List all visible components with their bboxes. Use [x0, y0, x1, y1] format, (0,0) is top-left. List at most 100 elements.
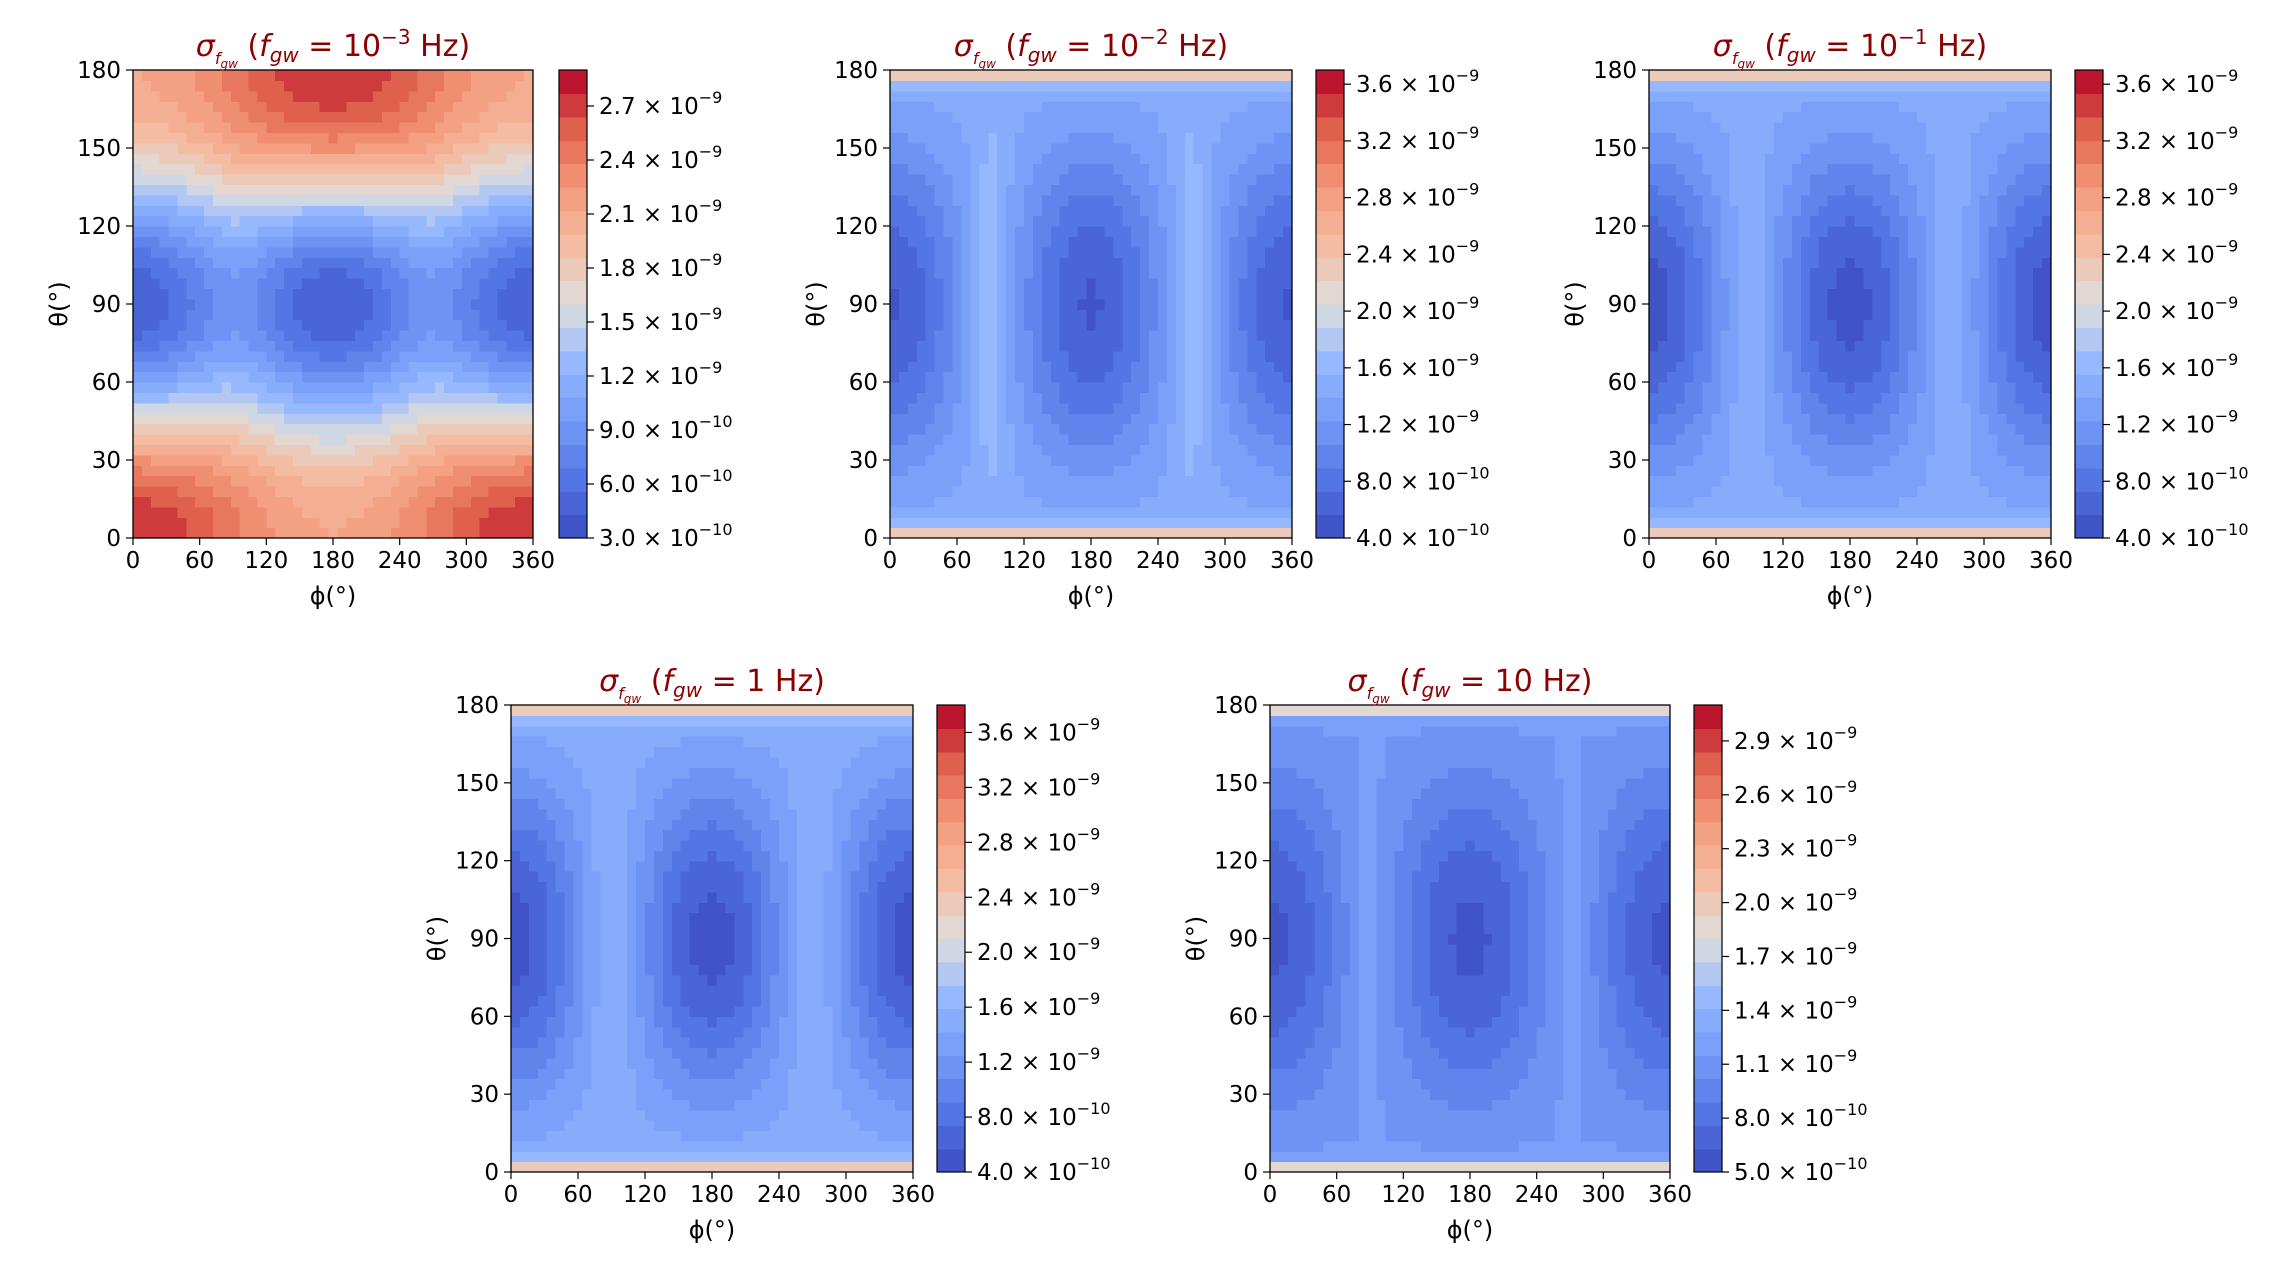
heatmap-cell: [195, 90, 205, 102]
heatmap-cell: [1068, 423, 1079, 435]
heatmap-cell: [970, 361, 980, 373]
heatmap-cell: [907, 350, 918, 362]
heatmap-cell: [1032, 506, 1043, 518]
heatmap-cell: [1095, 111, 1105, 123]
heatmap-cell: [1693, 496, 1704, 508]
heatmap-cell: [1666, 246, 1677, 258]
heatmap-cell: [988, 413, 998, 425]
heatmap-cell: [997, 371, 1007, 383]
heatmap-cell: [1202, 80, 1213, 92]
heatmap-cell: [1702, 194, 1713, 206]
heatmap-cell: [1059, 90, 1070, 102]
heatmap-cell: [328, 278, 339, 289]
heatmap-cell: [1149, 101, 1159, 113]
heatmap-cell: [979, 132, 989, 144]
heatmap-cell: [461, 392, 472, 404]
colorbar-level: [559, 327, 587, 352]
heatmap-cell: [1032, 267, 1043, 279]
heatmap-cell: [1032, 527, 1043, 539]
heatmap-cell: [1041, 434, 1052, 445]
heatmap-cell: [1175, 434, 1186, 445]
heatmap-cell: [168, 205, 179, 217]
heatmap-cell: [1086, 309, 1097, 321]
heatmap-cell: [1774, 309, 1784, 321]
heatmap-cell: [390, 434, 401, 445]
heatmap-cell: [1193, 402, 1204, 414]
heatmap-cell: [1041, 517, 1052, 529]
colorbar-tick-label: 9.0 × 10−10: [599, 412, 733, 444]
heatmap-cell: [319, 392, 330, 404]
heatmap-cell: [943, 402, 954, 414]
heatmap-cell: [177, 371, 187, 383]
heatmap-cell: [1158, 413, 1168, 425]
heatmap-cell: [1693, 101, 1704, 113]
heatmap-cell: [310, 350, 321, 362]
heatmap-cell: [1738, 475, 1748, 487]
heatmap-cell: [1032, 454, 1043, 466]
colorbar-level: [559, 116, 587, 141]
heatmap-cell: [230, 330, 241, 341]
heatmap-cell: [1149, 194, 1159, 206]
heatmap-cell: [952, 70, 963, 81]
heatmap-cell: [1166, 434, 1177, 445]
heatmap-cell: [293, 163, 303, 175]
heatmap-cell: [444, 309, 454, 321]
heatmap-cell: [1693, 246, 1704, 258]
heatmap-cell: [1711, 330, 1722, 341]
heatmap-cell: [319, 475, 330, 487]
heatmap-cell: [479, 361, 490, 373]
heatmap-cell: [399, 330, 410, 341]
heatmap-cell: [461, 194, 472, 206]
heatmap-cell: [1747, 80, 1757, 92]
heatmap-cell: [284, 434, 294, 445]
heatmap-cell: [141, 267, 152, 279]
heatmap-cell: [497, 278, 507, 289]
heatmap-cell: [1032, 465, 1043, 477]
heatmap-cell: [979, 246, 989, 258]
heatmap-cell: [1211, 236, 1222, 248]
heatmap-cell: [444, 454, 454, 466]
heatmap-cell: [230, 392, 241, 404]
heatmap-cell: [141, 371, 152, 383]
heatmap-cell: [515, 142, 525, 154]
heatmap-cell: [248, 80, 259, 92]
heatmap-cell: [1140, 142, 1150, 154]
heatmap-cell: [346, 70, 356, 81]
heatmap-cell: [364, 184, 374, 196]
heatmap-cell: [1184, 392, 1195, 404]
heatmap-cell: [195, 101, 205, 113]
heatmap-cell: [1720, 309, 1730, 321]
heatmap-cell: [168, 434, 179, 445]
heatmap-cell: [1166, 111, 1177, 123]
heatmap-cell: [988, 174, 998, 185]
heatmap-cell: [417, 402, 427, 414]
heatmap-cell: [1032, 153, 1043, 165]
heatmap-cell: [177, 122, 187, 133]
heatmap-cell: [275, 215, 285, 227]
heatmap-cell: [390, 90, 401, 102]
heatmap-cell: [1149, 465, 1159, 477]
heatmap-cell: [364, 319, 374, 331]
heatmap-cell: [1791, 486, 1802, 497]
heatmap-cell: [319, 402, 330, 414]
heatmap-cell: [1265, 122, 1275, 133]
heatmap-cell: [1068, 90, 1079, 102]
heatmap-cell: [506, 517, 516, 529]
heatmap-cell: [1122, 205, 1132, 217]
heatmap-cell: [1800, 330, 1811, 341]
heatmap-cell: [435, 236, 445, 248]
heatmap-cell: [970, 350, 980, 362]
heatmap-cell: [355, 392, 365, 404]
heatmap-cell: [1657, 132, 1668, 144]
heatmap-cell: [293, 423, 303, 435]
heatmap-cell: [257, 309, 267, 321]
heatmap-cell: [1238, 215, 1248, 227]
heatmap-cell: [1774, 80, 1784, 92]
heatmap-cell: [925, 319, 936, 331]
heatmap-cell: [1247, 496, 1257, 508]
heatmap-cell: [970, 319, 980, 331]
heatmap-cell: [997, 454, 1007, 466]
heatmap-cell: [1104, 278, 1114, 289]
heatmap-cell: [1265, 174, 1275, 185]
colorbar-level: [1316, 327, 1344, 352]
